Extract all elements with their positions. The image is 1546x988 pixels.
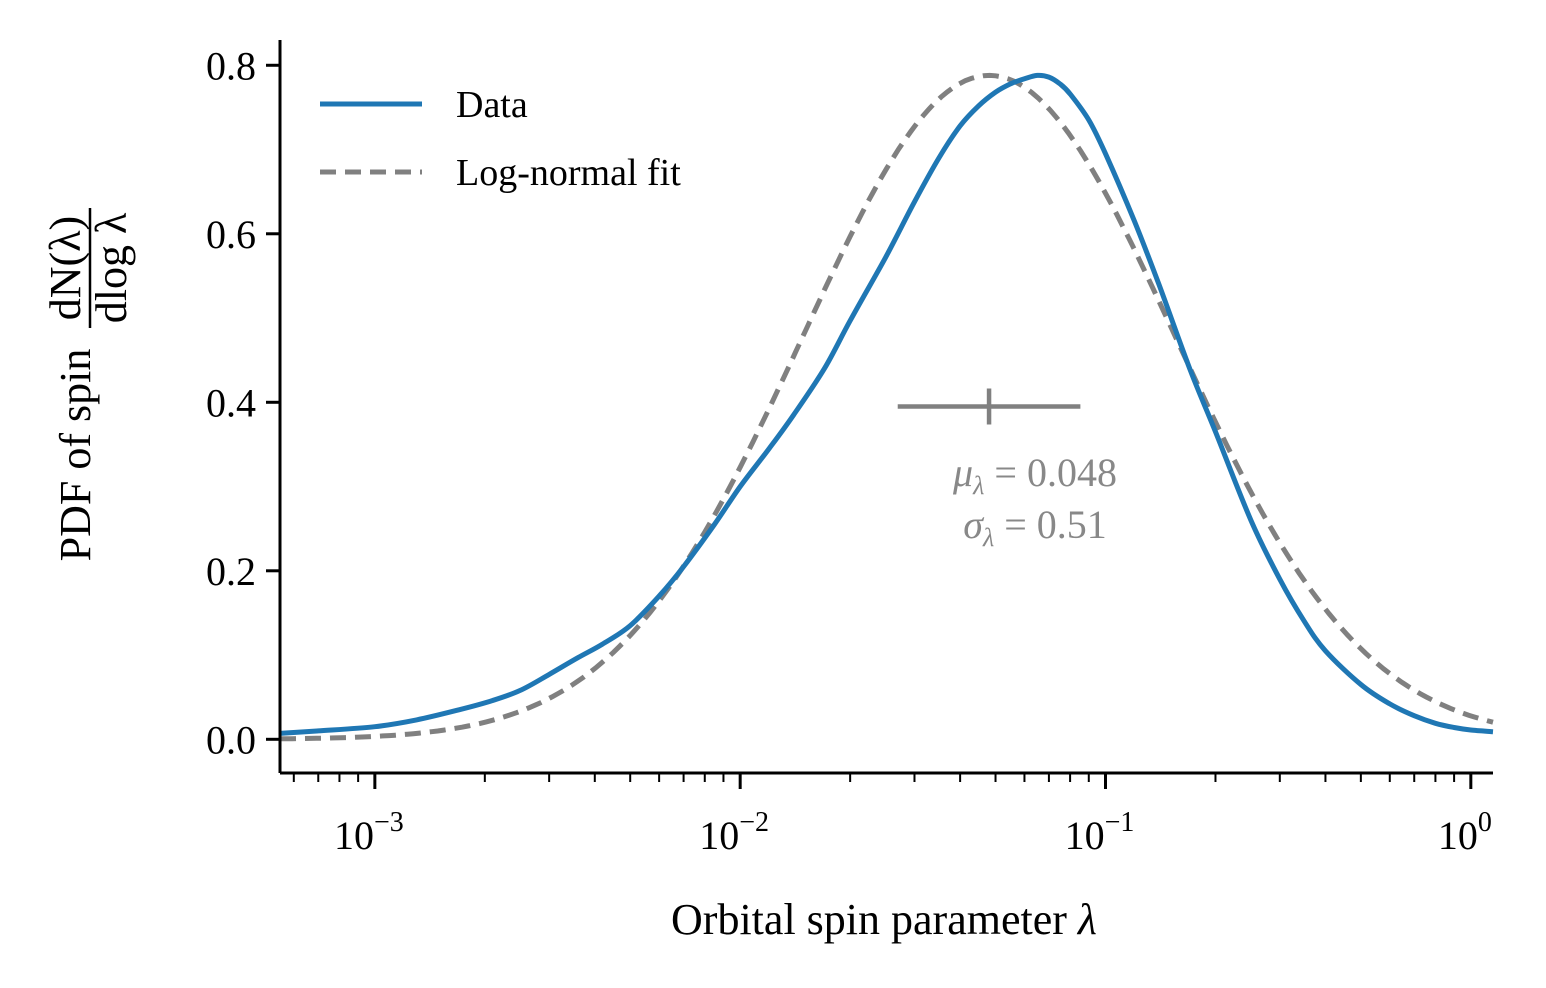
x-tick-label: 10−2 [699, 807, 769, 858]
mu-annotation: μλ = 0.048 [952, 450, 1117, 500]
sigma-value: = 0.51 [994, 502, 1107, 547]
sigma-symbol: σ [963, 502, 984, 547]
mu-sigma-marker [897, 388, 1081, 425]
y-tick-label: 0.2 [206, 549, 256, 594]
y-tick-label: 0.6 [206, 212, 256, 257]
x-tick-label: 100 [1438, 807, 1492, 858]
x-minor-ticks [292, 773, 1456, 782]
y-tick-label: 0.4 [206, 380, 256, 425]
y-axis-label-numerator: dN(λ) [41, 216, 90, 320]
x-axis-label: Orbital spin parameter λ [671, 895, 1097, 944]
y-axis-label-denominator: dlog λ [87, 212, 136, 323]
x-axis-label-symbol: λ [1076, 895, 1097, 944]
x-tick-label: 10−3 [334, 807, 404, 858]
y-tick-label: 0.0 [206, 717, 256, 762]
mu-symbol: μ [952, 450, 973, 495]
x-tick-label: 10−1 [1065, 807, 1135, 858]
y-axis-label-prefix: PDF of spin [51, 349, 100, 562]
y-ticks: 0.0 0.2 0.4 0.6 0.8 [206, 43, 280, 762]
y-tick-label: 0.8 [206, 43, 256, 88]
y-axis-label: PDF of spin dN(λ) dlog λ [41, 208, 136, 561]
legend-label-log-normal-fit: Log-normal fit [456, 152, 681, 194]
mu-subscript: λ [972, 471, 984, 500]
legend: Data Log-normal fit [320, 84, 681, 194]
x-ticks: 10−3 10−2 10−1 100 [334, 773, 1492, 858]
mu-value: = 0.048 [984, 450, 1117, 495]
series-layer [279, 72, 1494, 742]
sigma-annotation: σλ = 0.51 [963, 502, 1107, 552]
x-axis-label-text: Orbital spin parameter [671, 895, 1067, 944]
series-line-log-normal-fit [280, 72, 1494, 742]
sigma-subscript: λ [982, 523, 994, 552]
series-line-data [279, 72, 1494, 736]
legend-label-data: Data [456, 84, 528, 126]
